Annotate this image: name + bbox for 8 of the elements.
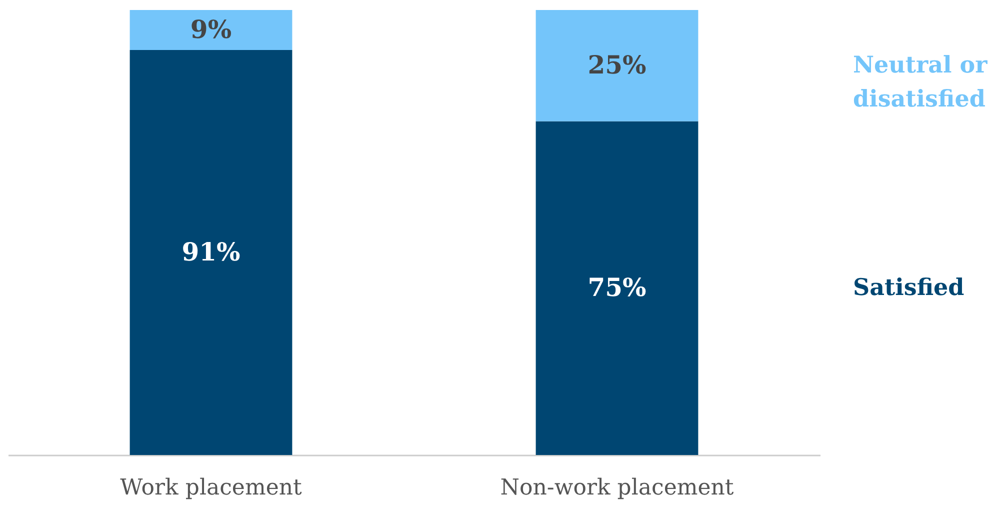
data-label: 75% — [588, 273, 647, 302]
data-label: 9% — [190, 15, 232, 44]
x-tick-label: Work placement — [120, 476, 302, 500]
data-label: 91% — [182, 238, 241, 267]
x-tick-label: Non-work placement — [500, 476, 734, 500]
text: Satisfied — [853, 274, 964, 302]
data-label: 25% — [588, 50, 647, 80]
text: Neutral or disatisfied — [853, 52, 988, 113]
